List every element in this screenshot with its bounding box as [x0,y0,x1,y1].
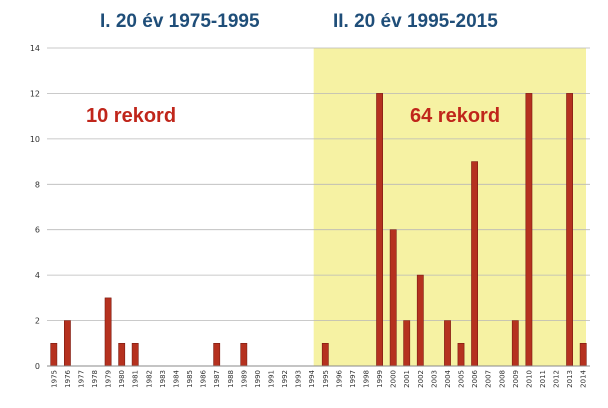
x-tick-label: 1989 [240,370,248,388]
bar-2000 [389,229,397,367]
x-tick-label: 2014 [580,369,588,387]
bar-1989 [240,342,248,367]
period-2-record-count: 64 rekord [410,105,500,127]
y-tick-label: 14 [30,44,40,53]
y-tick-label: 12 [30,89,40,98]
bar-1976 [64,320,71,367]
period-2-title: II. 20 év 1995-2015 [333,11,498,32]
x-tick-label: 1990 [254,370,262,388]
bar-1975 [50,342,58,367]
x-tick-label: 2008 [498,370,506,388]
x-tick-label: 1978 [91,370,99,388]
x-tick-label: 1977 [77,370,85,388]
x-tick-label: 1992 [281,370,289,388]
x-tick-label: 1986 [200,369,208,387]
x-tick-label: 1994 [308,369,316,387]
bar-2004 [444,320,451,367]
y-tick-label: 6 [35,226,40,235]
x-tick-label: 1991 [268,370,276,388]
x-tick-label: 1987 [213,370,221,388]
x-tick-label: 2011 [539,370,547,388]
bar-1979 [104,297,112,367]
x-tick-label: 2012 [553,370,561,388]
x-tick-label: 2001 [403,370,411,388]
x-tick-label: 1975 [50,370,58,388]
x-tick-label: 1988 [227,370,235,388]
bar-2013 [566,93,573,367]
x-tick-label: 2004 [444,369,452,387]
bar-1995 [321,342,329,367]
y-tick-label: 0 [35,362,40,371]
y-tick-label: 10 [30,135,40,144]
x-tick-label: 2003 [430,370,438,388]
x-tick-label: 1982 [145,370,153,388]
bar-2002 [416,274,424,367]
x-tick-label: 2000 [390,370,398,388]
x-tick-label: 1981 [132,370,140,388]
x-tick-label: 1984 [173,369,181,387]
bar-1999 [376,93,383,367]
bar-2014 [579,342,587,367]
x-tick-label: 1993 [295,370,303,388]
x-tick-label: 2006 [471,369,479,387]
x-tick-label: 1999 [376,370,384,388]
x-tick-label: 1980 [118,370,126,388]
bar-1980 [118,342,126,367]
x-axis-ticks: 1975 1976 1977 1978 1979 1980 1981 1982 1983 1984… [50,369,587,387]
bar-1981 [131,342,139,367]
bar-1987 [213,342,221,367]
x-tick-label: 1995 [322,370,330,388]
x-tick-label: 1979 [105,370,113,388]
y-axis-ticks: 0 2 4 6 8 10 12 14 [30,44,40,371]
x-tick-label: 1983 [159,370,167,388]
y-tick-label: 8 [35,180,40,189]
bar-2009 [511,320,519,367]
bar-2001 [403,320,411,367]
x-tick-label: 2013 [566,370,574,388]
x-tick-label: 2007 [485,370,493,388]
x-tick-label: 2002 [417,370,425,388]
x-tick-label: 1997 [349,370,357,388]
x-tick-label: 2005 [458,370,466,388]
x-tick-label: 1998 [363,370,371,388]
period-1-title: I. 20 év 1975-1995 [100,11,260,32]
period-2-highlight [313,48,586,366]
x-tick-label: 2009 [512,370,520,388]
bar-2005 [457,342,465,367]
x-tick-label: 1996 [335,369,343,387]
gridlines [47,47,590,367]
x-tick-label: 2010 [525,370,533,388]
y-tick-label: 4 [35,271,40,280]
bar-2010 [525,93,533,367]
bar-2006 [471,161,478,367]
period-1-record-count: 10 rekord [86,105,176,127]
x-tick-label: 1976 [64,369,72,387]
x-tick-label: 1985 [186,370,194,388]
y-tick-label: 2 [35,317,40,326]
